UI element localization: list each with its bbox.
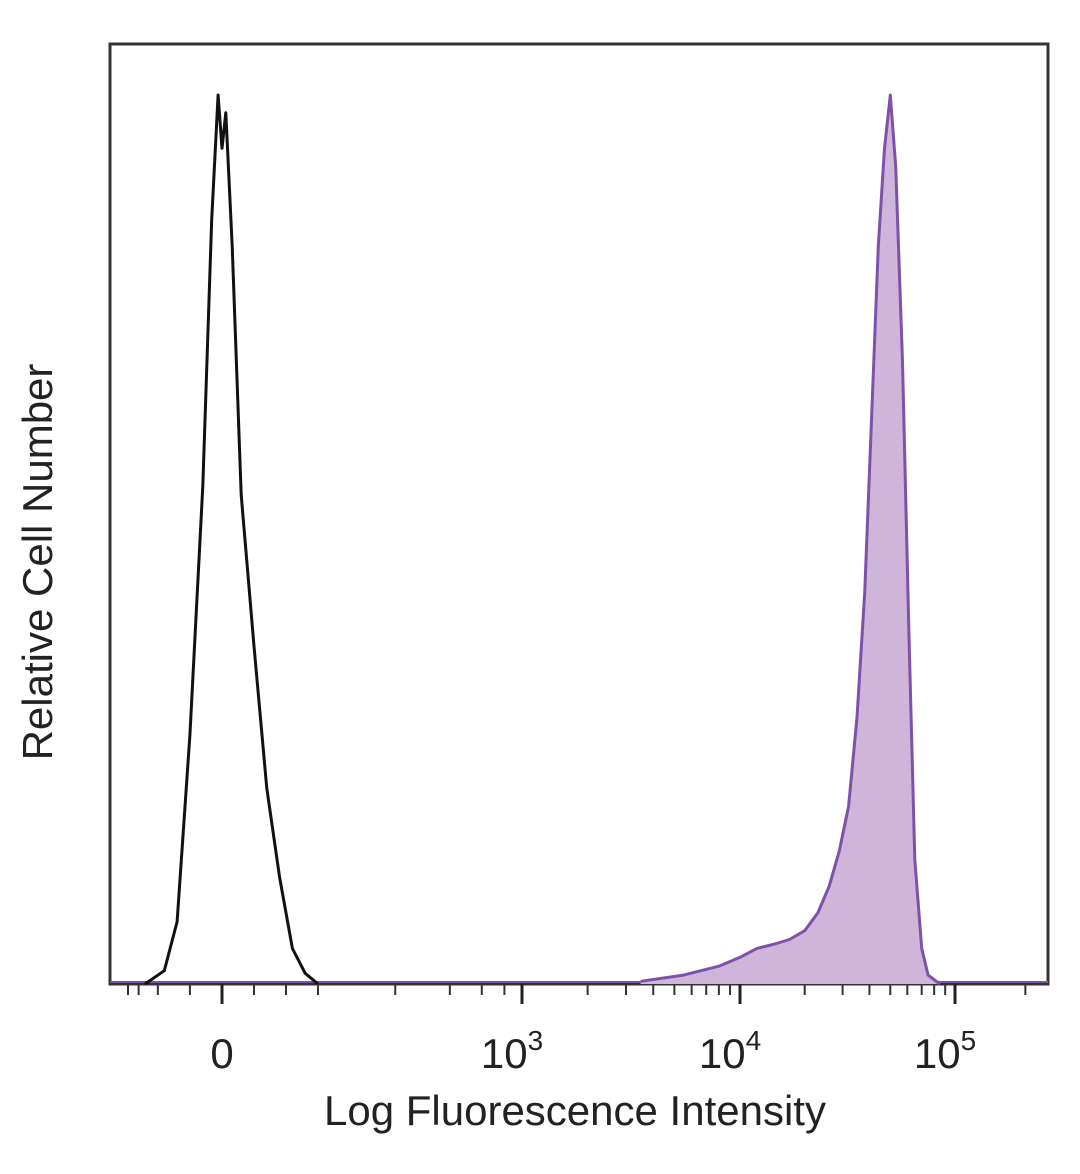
x-tick-label: 104 (699, 1025, 761, 1077)
plot-frame (108, 42, 1050, 986)
y-axis-title: Relative Cell Number (14, 364, 61, 761)
x-tick-label: 103 (481, 1025, 543, 1077)
series-0-line (144, 93, 319, 986)
x-axis-ticks: 0 103 104 105 (127, 984, 1027, 1077)
series-1-line (640, 93, 941, 986)
x-tick-label: 105 (914, 1025, 976, 1077)
series-1-fill (640, 95, 940, 984)
x-axis-title: Log Fluorescence Intensity (324, 1087, 826, 1134)
x-tick-label: 0 (210, 1030, 233, 1077)
chart-marks (110, 93, 1048, 986)
